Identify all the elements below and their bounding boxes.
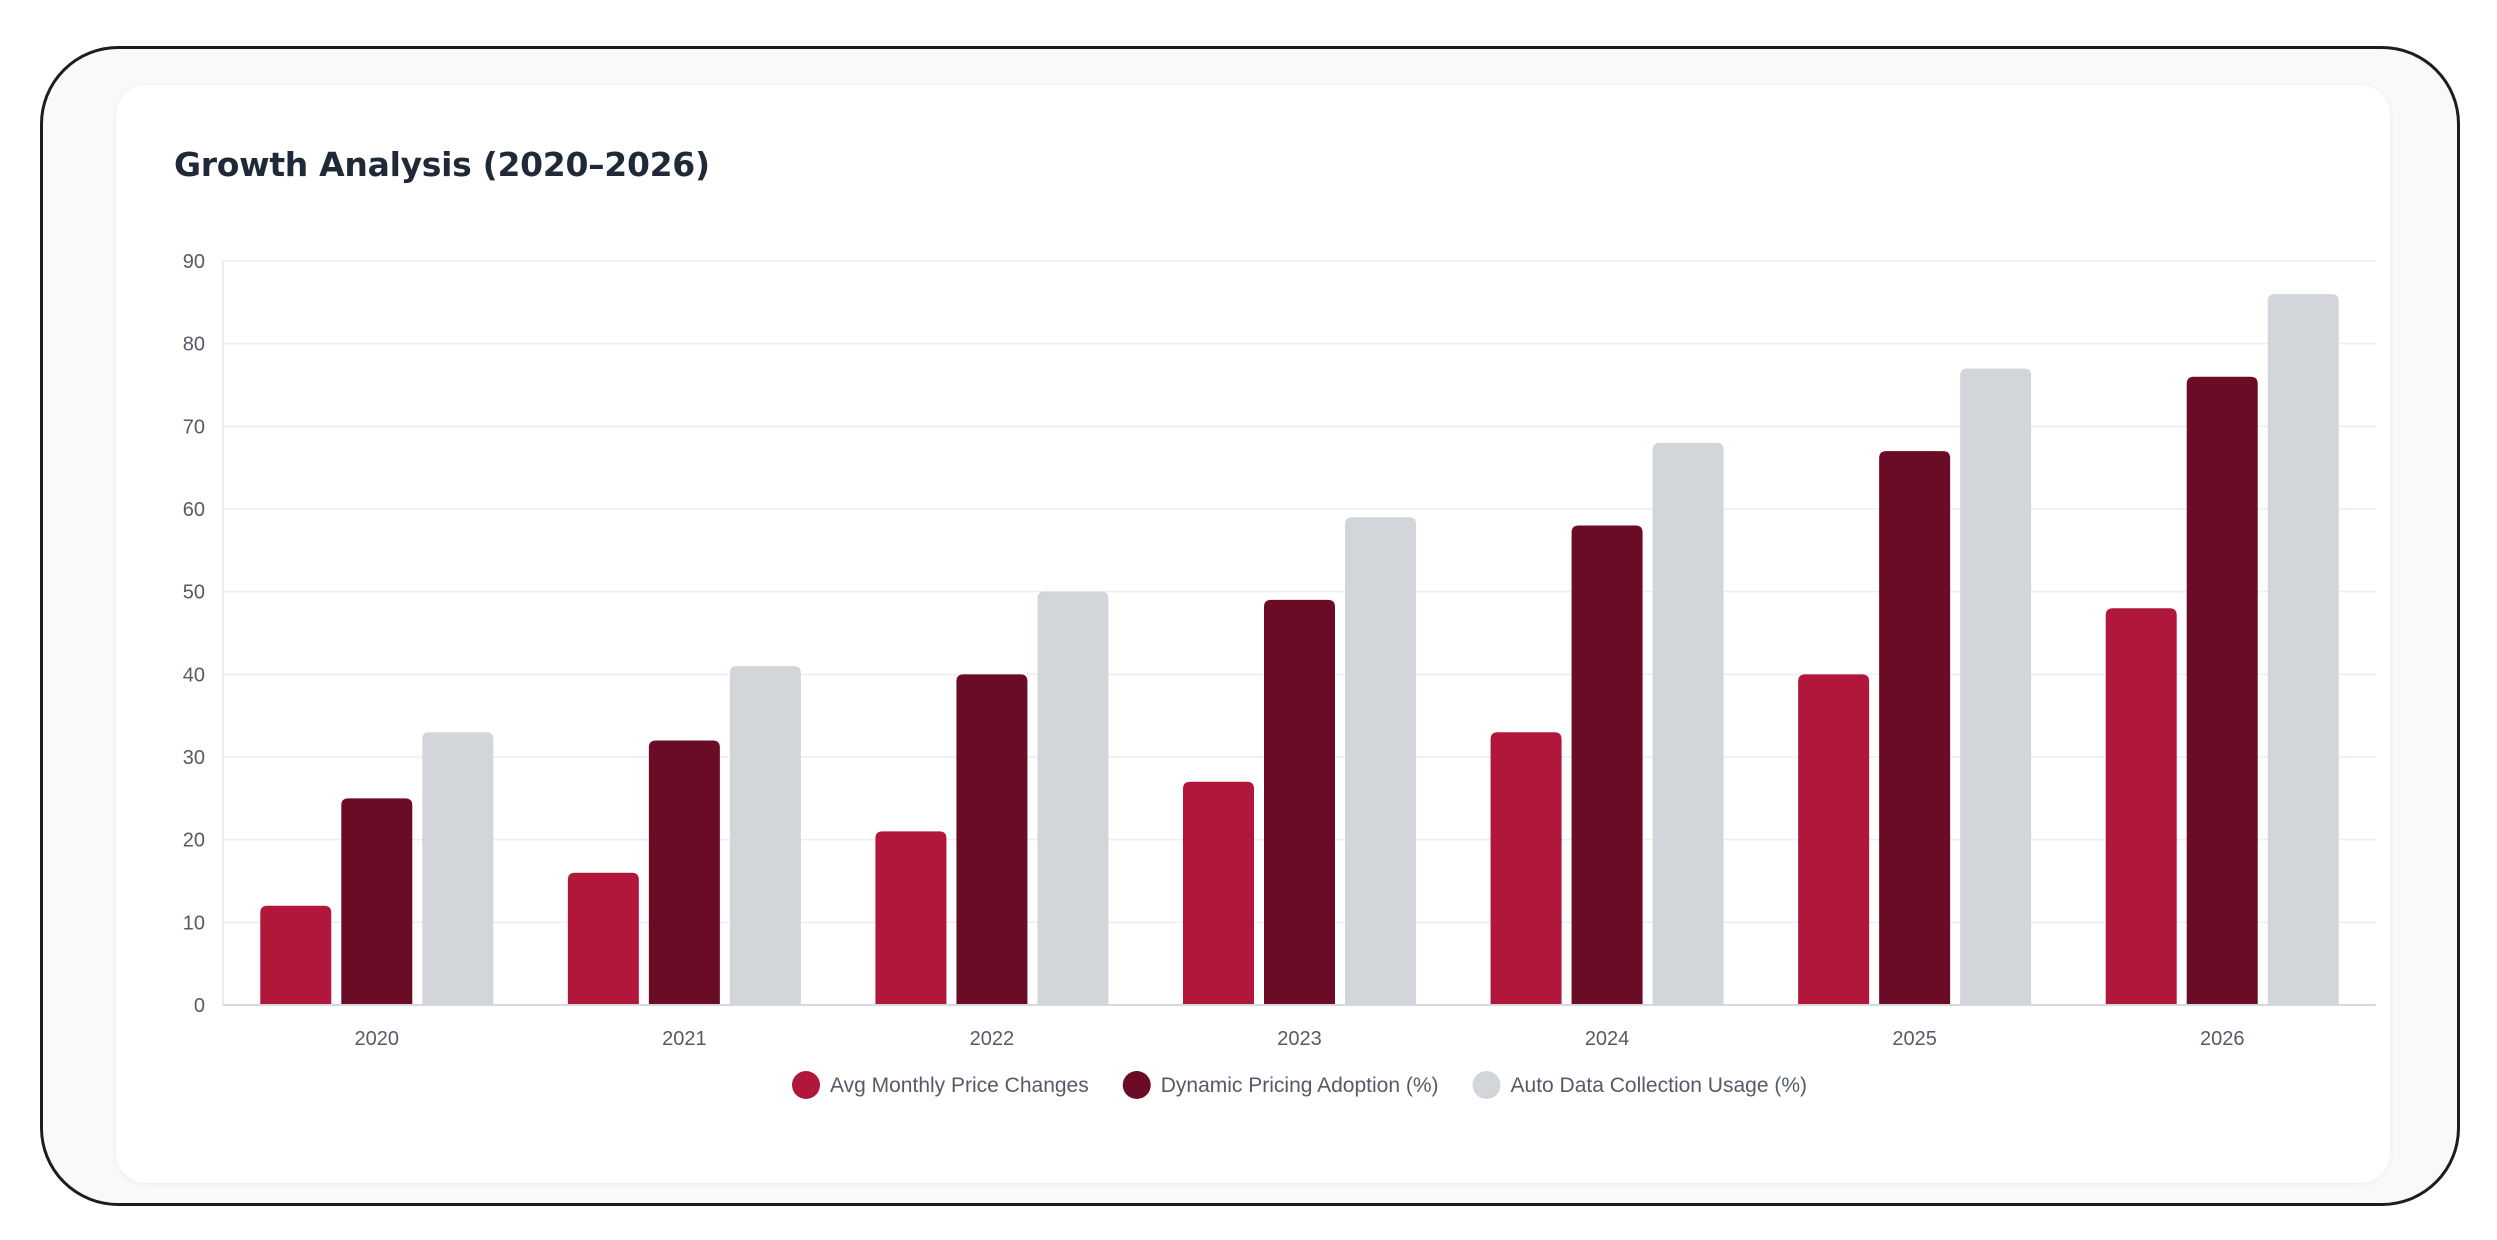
bar-2021-series-2[interactable] (648, 740, 720, 1005)
chart-title: Growth Analysis (2020–2026) (174, 145, 710, 184)
legend-swatch (1472, 1071, 1501, 1099)
bar-2020-series-1[interactable] (260, 905, 332, 1005)
x-tick-label: 2026 (2200, 1028, 2245, 1050)
bar-2020-series-3[interactable] (422, 732, 494, 1005)
x-tick-label: 2025 (1892, 1028, 1937, 1050)
bar-2022-series-1[interactable] (875, 831, 947, 1005)
y-tick-label: 10 (183, 912, 205, 934)
screenshot-frame: Growth Analysis (2020–2026) 0 10 20 30 40 50 6… (40, 46, 2460, 1206)
x-axis-ticks: 2020 2021 2022 2023 2024 2025 2026 (355, 1028, 2245, 1050)
bar-2025-series-2[interactable] (1879, 451, 1951, 1006)
legend-item-1[interactable]: Avg Monthly Price Changes (791, 1071, 1089, 1099)
y-axis-ticks: 0 10 20 30 40 50 60 70 80 90 (183, 251, 205, 1017)
bar-2023-series-3[interactable] (1345, 517, 1416, 1005)
legend-label: Dynamic Pricing Adoption (%) (1161, 1074, 1439, 1097)
y-tick-label: 90 (183, 251, 205, 273)
bar-2020-series-2[interactable] (341, 798, 413, 1005)
y-tick-label: 80 (183, 334, 205, 356)
x-tick-label: 2020 (355, 1028, 400, 1050)
bar-2024-series-3[interactable] (1652, 442, 1724, 1005)
bar-2022-series-3[interactable] (1037, 591, 1109, 1005)
bar-2022-series-2[interactable] (956, 674, 1028, 1005)
y-tick-label: 0 (194, 995, 205, 1017)
bar-chart: 0 10 20 30 40 50 60 70 80 90 2020 2021 2022 2023 2024… (183, 251, 2376, 1099)
axes (222, 261, 2376, 1006)
y-tick-label: 30 (183, 747, 205, 769)
legend-item-3[interactable]: Auto Data Collection Usage (%) (1472, 1071, 1807, 1099)
bar-2024-series-2[interactable] (1571, 525, 1643, 1005)
legend-swatch (1122, 1071, 1151, 1099)
legend-swatch (791, 1071, 820, 1099)
bar-2023-series-1[interactable] (1183, 781, 1254, 1005)
y-tick-label: 70 (183, 416, 205, 438)
bar-2021-series-1[interactable] (567, 872, 639, 1005)
bar-2026-series-2[interactable] (2186, 376, 2258, 1005)
bar-2025-series-1[interactable] (1798, 674, 1870, 1005)
bar-2026-series-1[interactable] (2105, 608, 2177, 1005)
x-tick-label: 2021 (662, 1028, 707, 1050)
legend-label: Auto Data Collection Usage (%) (1511, 1074, 1807, 1097)
bar-2025-series-3[interactable] (1960, 368, 2032, 1005)
bars (260, 294, 2339, 1006)
chart-card: Growth Analysis (2020–2026) 0 10 20 30 40 50 6… (116, 85, 2390, 1183)
legend-label: Avg Monthly Price Changes (830, 1074, 1089, 1097)
y-tick-label: 20 (183, 830, 205, 852)
legend-item-2[interactable]: Dynamic Pricing Adoption (%) (1122, 1071, 1439, 1099)
x-tick-label: 2024 (1585, 1028, 1630, 1050)
y-tick-label: 60 (183, 499, 205, 521)
bar-2024-series-1[interactable] (1490, 732, 1562, 1005)
y-tick-label: 50 (183, 582, 205, 604)
bar-2023-series-2[interactable] (1264, 599, 1335, 1005)
legend: Avg Monthly Price Changes Dynamic Pricing… (791, 1071, 1807, 1099)
bar-2026-series-3[interactable] (2267, 294, 2339, 1005)
x-tick-label: 2023 (1277, 1028, 1322, 1050)
y-tick-label: 40 (183, 664, 205, 686)
x-tick-label: 2022 (970, 1028, 1015, 1050)
bar-2021-series-3[interactable] (729, 666, 801, 1005)
